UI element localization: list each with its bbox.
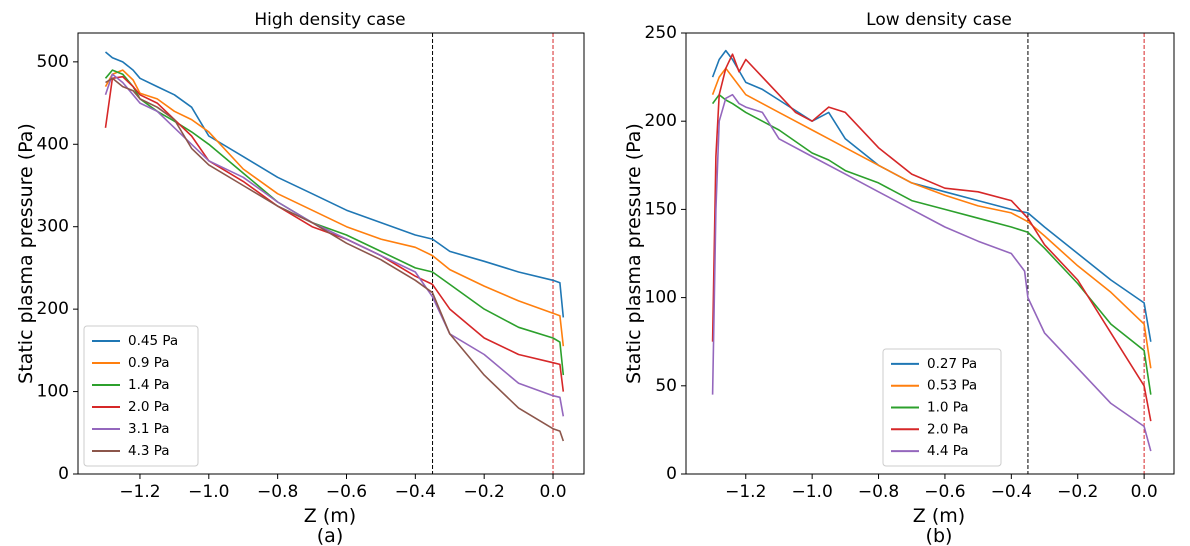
axes: −1.2 −1.0 −0.8 −0.6 −0.4 −0.2 0.0 0 100 200 300 400… — [37, 32, 585, 502]
y-tick-label: 200 — [37, 299, 69, 319]
x-tick-label: −0.2 — [464, 482, 505, 502]
chart-title: Low density case — [866, 10, 1012, 30]
legend-label: 0.45 Pa — [128, 333, 178, 349]
series-line — [711, 53, 1152, 422]
x-tick-label: 0.0 — [1131, 482, 1158, 502]
legend-label: 0.27 Pa — [927, 356, 977, 372]
axes-frame — [77, 32, 585, 475]
y-tick-label: 50 — [655, 376, 677, 396]
series-lines — [104, 51, 565, 442]
x-tick-label: −0.4 — [395, 482, 436, 502]
y-tick-label: 0 — [666, 464, 677, 484]
y-axis-label: Static plasma pressure (Pa) — [15, 123, 37, 384]
x-tick-label: 0.0 — [539, 482, 566, 502]
legend-label: 1.4 Pa — [128, 377, 170, 393]
y-tick-label: 400 — [37, 134, 69, 154]
legend-label: 2.0 Pa — [927, 421, 969, 437]
chart-panel-high-density: High density case Static plasma pressure… — [15, 10, 585, 546]
legend-label: 1.0 Pa — [927, 400, 969, 416]
series-line — [711, 67, 1152, 369]
series-line — [711, 93, 1152, 395]
x-tick-label: −0.8 — [858, 482, 899, 502]
axes-frame — [685, 32, 1175, 475]
axes: −1.2 −1.0 −0.8 −0.6 −0.4 −0.2 0.0 0 50 100 150 200 2… — [645, 23, 1175, 502]
x-tick-label: −1.0 — [188, 482, 229, 502]
x-tick-label: −1.0 — [792, 482, 833, 502]
y-tick-label: 100 — [37, 382, 69, 402]
legend-label: 4.4 Pa — [927, 443, 969, 459]
series-line — [104, 51, 565, 318]
x-tick-label: −0.8 — [257, 482, 298, 502]
y-tick-label: 150 — [645, 199, 677, 219]
series-line — [104, 75, 565, 392]
legend-label: 3.1 Pa — [128, 421, 170, 437]
legend-label: 2.0 Pa — [128, 399, 170, 415]
y-tick-label: 0 — [58, 464, 69, 484]
chart-title: High density case — [254, 10, 405, 30]
series-line — [105, 77, 565, 442]
legend-label: 4.3 Pa — [128, 443, 170, 459]
series-line — [104, 73, 565, 417]
x-tick-label: −0.6 — [924, 482, 965, 502]
panel-caption: (b) — [926, 525, 953, 546]
x-tick-label: −0.4 — [991, 482, 1032, 502]
x-axis-label: Z (m) — [913, 505, 965, 527]
y-tick-label: 100 — [645, 288, 677, 308]
x-tick-label: −1.2 — [119, 482, 160, 502]
y-axis-label: Static plasma pressure (Pa) — [623, 123, 645, 384]
legend-label: 0.53 Pa — [927, 378, 977, 394]
legend: 0.45 Pa 0.9 Pa 1.4 Pa 2.0 Pa 3.1 Pa 4.3 Pa — [83, 325, 199, 467]
series-line — [104, 69, 565, 347]
legend-label: 0.9 Pa — [128, 355, 170, 371]
y-tick-label: 500 — [37, 52, 69, 72]
y-tick-label: 300 — [37, 217, 69, 237]
x-tick-label: −0.6 — [326, 482, 367, 502]
panel-caption: (a) — [317, 525, 343, 546]
reference-lines — [432, 33, 554, 474]
legend-box — [83, 325, 199, 467]
x-tick-label: −0.2 — [1057, 482, 1098, 502]
x-axis-label: Z (m) — [304, 505, 356, 527]
x-tick-label: −1.2 — [725, 482, 766, 502]
legend-box — [882, 348, 1002, 467]
reference-lines — [1027, 33, 1145, 474]
series-line — [711, 93, 1152, 452]
series-lines — [711, 49, 1152, 452]
y-tick-label: 250 — [645, 23, 677, 43]
chart-panel-low-density: Low density case Static plasma pressure … — [623, 10, 1175, 546]
y-tick-label: 200 — [645, 111, 677, 131]
legend: 0.27 Pa 0.53 Pa 1.0 Pa 2.0 Pa 4.4 Pa — [882, 348, 1002, 467]
